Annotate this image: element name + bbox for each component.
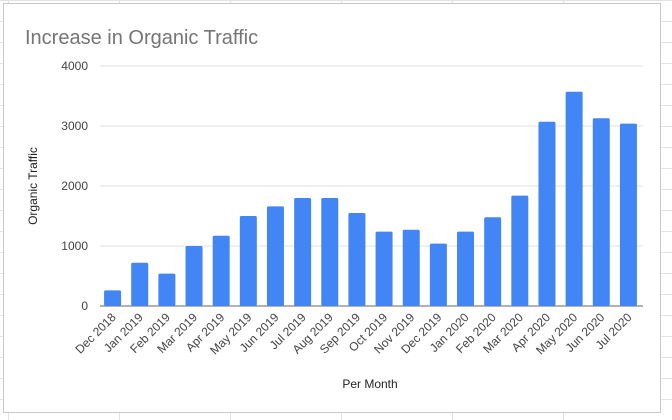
bar[interactable] (321, 198, 339, 306)
bar[interactable] (457, 231, 475, 306)
y-tick-label: 3000 (61, 119, 88, 133)
y-tick-label: 1000 (61, 239, 88, 253)
bar[interactable] (131, 262, 149, 306)
bar[interactable] (538, 121, 556, 306)
y-tick-label: 2000 (61, 179, 88, 193)
bar[interactable] (375, 231, 393, 306)
bar[interactable] (511, 195, 529, 306)
bar[interactable] (294, 198, 312, 306)
bar[interactable] (565, 91, 583, 306)
x-axis-label: Per Month (342, 377, 397, 391)
y-axis-label: Organic Traffic (26, 147, 40, 225)
y-tick-label: 0 (81, 299, 88, 313)
bar[interactable] (402, 229, 420, 306)
bar[interactable] (348, 213, 366, 306)
y-tick-label: 4000 (61, 59, 88, 73)
bar[interactable] (104, 290, 122, 306)
bar[interactable] (619, 123, 637, 306)
bar[interactable] (239, 216, 257, 306)
bar[interactable] (185, 246, 203, 306)
bar[interactable] (158, 273, 176, 306)
bar[interactable] (266, 206, 284, 306)
chart-title: Increase in Organic Traffic (25, 27, 258, 49)
bar[interactable] (592, 118, 610, 306)
bar[interactable] (429, 243, 447, 306)
bar[interactable] (484, 217, 502, 306)
bar[interactable] (212, 235, 230, 306)
